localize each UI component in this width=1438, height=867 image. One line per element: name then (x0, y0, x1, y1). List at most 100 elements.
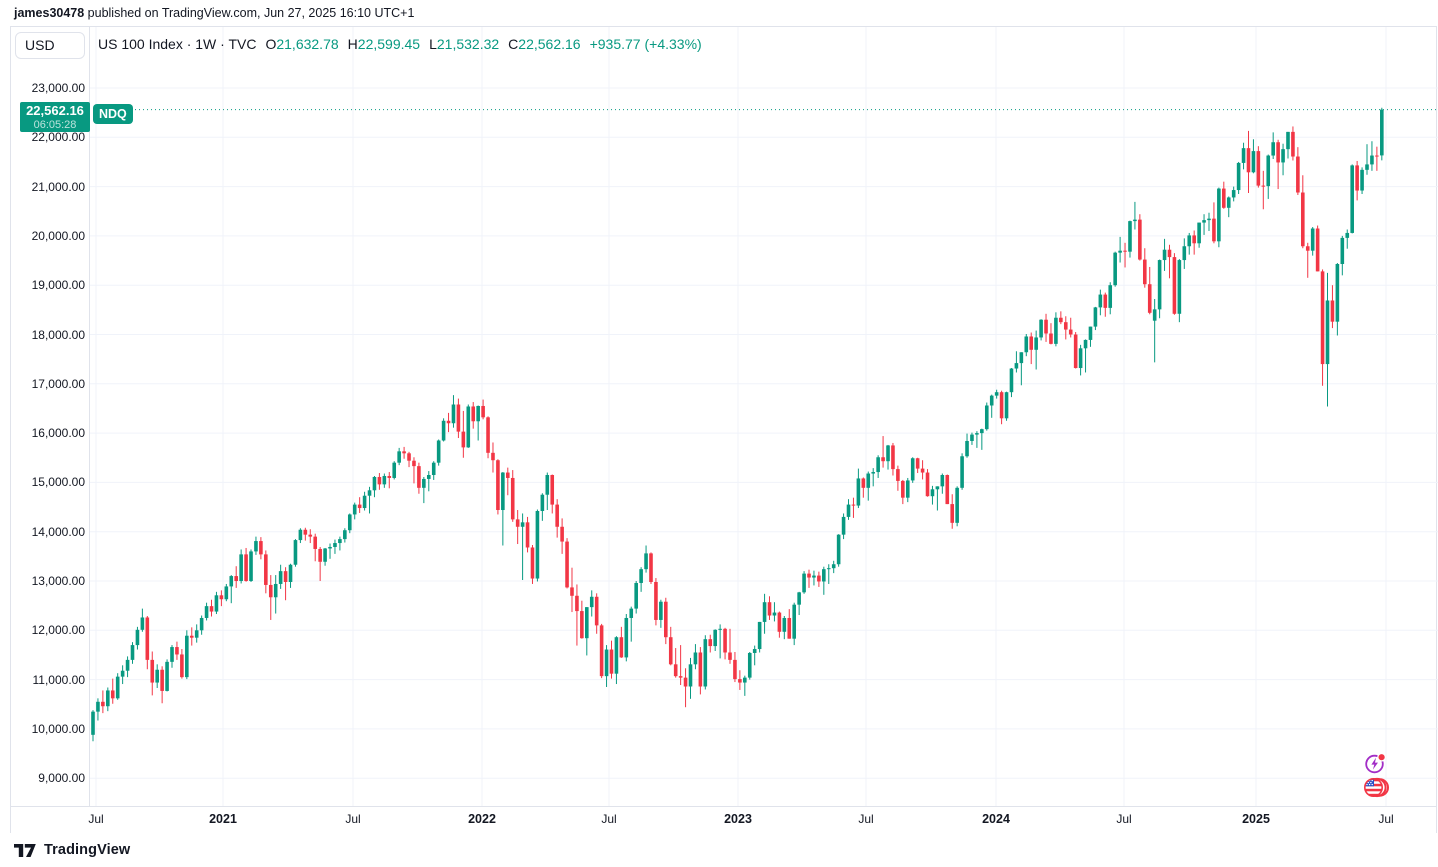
candle-body (1325, 300, 1330, 365)
candle-body (1207, 218, 1211, 221)
flash-idea-icon[interactable] (1364, 752, 1386, 775)
candle-body (185, 635, 189, 678)
candle-body (1266, 155, 1271, 187)
candle-body (1063, 322, 1068, 330)
candle-body (288, 564, 293, 582)
price-scale-label: 19,000.00 (31, 278, 85, 293)
candle-body (1202, 220, 1206, 223)
candle-body (328, 546, 332, 549)
candle-body (1078, 348, 1083, 369)
tradingview-logo-icon[interactable] (14, 843, 37, 857)
candle-body (530, 547, 535, 579)
candle-body (106, 690, 110, 707)
candle-body (1157, 260, 1162, 310)
price-scale-label: 16,000.00 (31, 426, 85, 441)
candle-body (175, 647, 179, 655)
candle-body (308, 534, 313, 537)
time-axis-label: 2021 (209, 812, 237, 826)
chart-plot-area[interactable] (89, 27, 1438, 806)
candle-body (1365, 164, 1369, 170)
candle-body (229, 576, 234, 587)
candle-body (555, 504, 559, 527)
price-scale[interactable]: USD 23,000.00 22,000.00 21,000.00 20,000.00… (11, 27, 90, 806)
candle-body (1073, 334, 1078, 369)
candle-body (273, 583, 278, 598)
candle-body (1083, 339, 1088, 349)
candle-body (412, 460, 416, 467)
candle-body (905, 480, 910, 498)
candle-body (886, 445, 890, 462)
candle-body (1350, 165, 1354, 233)
candle-body (668, 637, 673, 665)
candle-body (120, 670, 125, 677)
time-axis-label: Jul (858, 812, 874, 826)
symbol-badge-ndq[interactable]: NDQ (93, 104, 133, 124)
candle-body (866, 473, 871, 488)
candle-body (1355, 165, 1359, 191)
candle-body (540, 494, 545, 511)
candle-body (570, 587, 574, 596)
candle-body (189, 635, 194, 638)
time-axis[interactable]: Jul 2021 Jul 2022 Jul 2023 Jul 2024 Jul 2025 Jul (11, 806, 1436, 833)
candle-body (728, 652, 732, 660)
candle-body (940, 475, 945, 487)
candle-body (984, 405, 989, 430)
chart-canvas[interactable] (89, 27, 1438, 806)
bar-countdown: 06:05:28 (33, 119, 77, 131)
candle-body (125, 659, 130, 671)
candle-body (1068, 329, 1073, 335)
candle-body (851, 504, 856, 506)
candle-body (239, 554, 243, 581)
candle-body (426, 475, 431, 479)
footer: TradingView (14, 842, 130, 858)
candle-body (772, 612, 777, 616)
candle-body (1380, 109, 1384, 156)
candle-body (150, 659, 155, 683)
candle-body (1276, 142, 1280, 163)
time-axis-label: Jul (345, 812, 361, 826)
candle-body (644, 553, 648, 570)
candle-body (1360, 169, 1364, 191)
candle-body (757, 621, 762, 650)
candle-body (807, 573, 811, 578)
time-axis-label: 2023 (724, 812, 752, 826)
currency-usd-button[interactable]: USD (15, 32, 85, 59)
candle-body (377, 476, 382, 485)
candle-body (496, 460, 500, 511)
candle-body (1108, 285, 1113, 308)
candle-body (338, 539, 342, 544)
candle-body (896, 469, 900, 481)
candle-body (1241, 148, 1246, 163)
candle-body (1044, 319, 1048, 334)
candle-body (1172, 257, 1177, 314)
candle-body (1222, 188, 1226, 208)
candle-body (1271, 142, 1275, 156)
price-scale-label: 9,000.00 (38, 771, 85, 786)
us-flag-icon[interactable] (1364, 777, 1389, 798)
candle-body (140, 617, 145, 630)
tradingview-brand-text[interactable]: TradingView (44, 842, 131, 858)
candle-body (466, 406, 471, 448)
candle-body (352, 504, 357, 515)
candle-body (915, 458, 920, 469)
candle-body (925, 472, 930, 497)
price-scale-label: 13,000.00 (31, 574, 85, 588)
chart-legend[interactable]: US 100 Index · 1W · TVC O21,632.78 H22,5… (98, 35, 702, 53)
candle-body (1197, 222, 1201, 244)
candle-body (826, 568, 831, 570)
candle-body (782, 617, 787, 632)
candle-body (520, 522, 525, 527)
candle-body (619, 637, 624, 658)
candle-body (738, 679, 742, 683)
candle-body (214, 595, 219, 612)
candle-body (901, 480, 905, 498)
candle-body (629, 608, 634, 618)
price-scale-label: 20,000.00 (31, 228, 85, 243)
candle-body (960, 456, 964, 488)
candle-body (831, 564, 836, 569)
candle-body (945, 475, 950, 505)
candle-body (634, 582, 638, 609)
candle-body (525, 522, 530, 548)
symbol-title[interactable]: US 100 Index · 1W · TVC (98, 36, 257, 52)
price-scale-label: 22,000.00 (31, 130, 85, 145)
